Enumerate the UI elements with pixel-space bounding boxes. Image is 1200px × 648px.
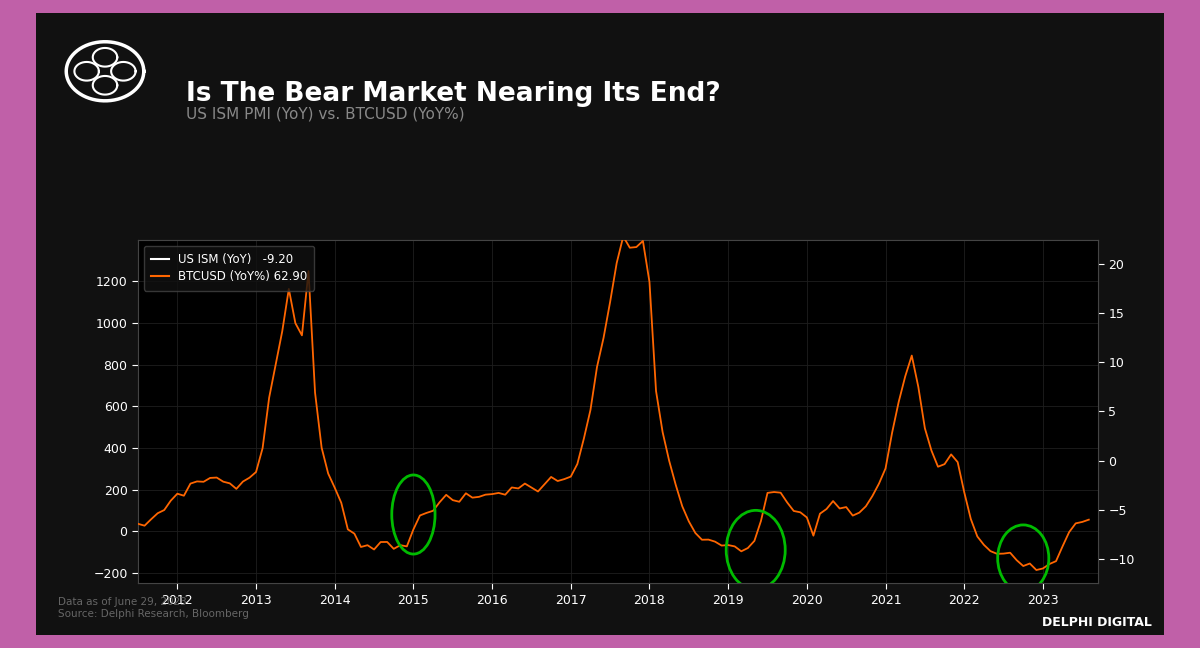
Text: Data as of June 29, 2023
Source: Delphi Research, Bloomberg: Data as of June 29, 2023 Source: Delphi …	[58, 597, 248, 619]
Text: DELPHI DIGITAL: DELPHI DIGITAL	[1042, 616, 1152, 629]
Legend: US ISM (YoY)   -9.20, BTCUSD (YoY%) 62.90: US ISM (YoY) -9.20, BTCUSD (YoY%) 62.90	[144, 246, 314, 290]
Text: US ISM PMI (YoY) vs. BTCUSD (YoY%): US ISM PMI (YoY) vs. BTCUSD (YoY%)	[186, 107, 464, 122]
Text: Is The Bear Market Nearing Its End?: Is The Bear Market Nearing Its End?	[186, 81, 721, 107]
